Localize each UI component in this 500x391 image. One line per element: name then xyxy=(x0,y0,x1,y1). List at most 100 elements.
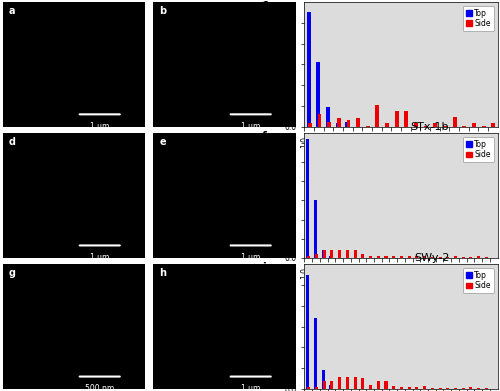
Bar xyxy=(369,256,372,258)
Bar xyxy=(485,388,488,389)
Bar xyxy=(366,126,370,127)
Bar xyxy=(414,123,418,127)
Bar xyxy=(470,387,472,389)
Bar xyxy=(482,126,486,127)
Bar xyxy=(307,387,310,389)
Bar xyxy=(434,123,438,127)
Text: c: c xyxy=(262,0,268,9)
Text: g: g xyxy=(8,268,15,278)
Bar xyxy=(356,118,360,127)
Bar xyxy=(462,257,465,258)
Bar xyxy=(485,257,488,258)
Bar xyxy=(424,126,428,127)
Bar xyxy=(400,256,403,258)
Bar xyxy=(306,139,310,258)
Bar xyxy=(395,111,398,127)
X-axis label: Aspect Ratio: Aspect Ratio xyxy=(372,285,430,294)
Bar xyxy=(318,114,322,127)
Bar xyxy=(477,388,480,389)
Text: d: d xyxy=(8,137,15,147)
Bar xyxy=(438,257,442,258)
Bar xyxy=(338,250,341,258)
Bar xyxy=(408,256,410,258)
Bar xyxy=(472,123,476,127)
Bar xyxy=(462,388,465,389)
Text: STx-1b: STx-1b xyxy=(410,122,449,132)
Bar xyxy=(416,387,418,389)
Bar xyxy=(346,250,349,258)
Bar xyxy=(315,387,318,389)
Bar xyxy=(322,381,326,389)
Bar xyxy=(423,256,426,258)
Legend: Top, Side: Top, Side xyxy=(462,137,494,162)
Bar xyxy=(416,256,418,258)
Text: h: h xyxy=(159,268,166,278)
Bar xyxy=(376,105,380,127)
Bar xyxy=(322,250,326,258)
Bar xyxy=(346,377,349,389)
Bar xyxy=(327,122,331,127)
Bar xyxy=(470,257,472,258)
Bar xyxy=(385,123,389,127)
Text: b: b xyxy=(159,6,166,16)
Bar xyxy=(314,318,317,389)
Bar xyxy=(369,385,372,389)
Legend: Top, Side: Top, Side xyxy=(462,268,494,293)
Y-axis label: Particle Fraction: Particle Fraction xyxy=(274,290,283,363)
Bar xyxy=(337,118,340,127)
Bar xyxy=(492,123,495,127)
X-axis label: Aspect Ratio: Aspect Ratio xyxy=(372,154,430,163)
Bar xyxy=(354,250,356,258)
Bar xyxy=(362,378,364,389)
Bar xyxy=(454,256,457,258)
Bar xyxy=(384,256,388,258)
Bar xyxy=(376,381,380,389)
Bar xyxy=(408,387,410,389)
Bar xyxy=(392,256,396,258)
Bar xyxy=(354,377,356,389)
Bar xyxy=(446,257,450,258)
Bar xyxy=(306,274,310,389)
Bar xyxy=(404,111,408,127)
Text: 500 nm: 500 nm xyxy=(85,384,114,391)
Bar xyxy=(462,126,466,127)
Bar xyxy=(307,256,310,258)
Bar xyxy=(454,388,457,389)
Bar xyxy=(315,254,318,258)
Text: e: e xyxy=(159,137,166,147)
Bar xyxy=(314,200,317,258)
Bar xyxy=(338,377,341,389)
Text: 1 μm: 1 μm xyxy=(241,253,260,262)
Bar xyxy=(326,107,330,127)
Bar xyxy=(322,370,325,389)
Bar xyxy=(443,126,447,127)
Bar xyxy=(308,123,312,127)
Bar xyxy=(307,13,310,127)
Bar xyxy=(336,123,340,127)
Bar xyxy=(322,250,325,258)
Text: 1 μm: 1 μm xyxy=(90,253,110,262)
Bar xyxy=(346,122,349,127)
Y-axis label: Particle Fraction: Particle Fraction xyxy=(274,159,283,232)
Text: 1 μm: 1 μm xyxy=(90,122,110,131)
Bar xyxy=(330,250,334,258)
Bar xyxy=(392,386,396,389)
Bar xyxy=(477,256,480,258)
Text: NX-Illite: NX-Illite xyxy=(406,0,449,1)
Bar xyxy=(431,257,434,258)
Legend: Top, Side: Top, Side xyxy=(462,6,494,31)
Bar xyxy=(438,388,442,389)
Bar xyxy=(316,62,320,127)
Bar xyxy=(330,381,334,389)
Text: 1 μm: 1 μm xyxy=(241,384,260,391)
Bar xyxy=(346,120,350,127)
Y-axis label: Particle Fraction: Particle Fraction xyxy=(274,28,283,101)
Text: i: i xyxy=(262,262,266,272)
Text: SWy-2: SWy-2 xyxy=(414,253,449,264)
Text: a: a xyxy=(8,6,14,16)
Bar xyxy=(446,388,450,389)
Bar xyxy=(384,381,388,389)
Bar xyxy=(362,254,364,258)
Bar xyxy=(330,385,332,389)
Bar xyxy=(423,386,426,389)
